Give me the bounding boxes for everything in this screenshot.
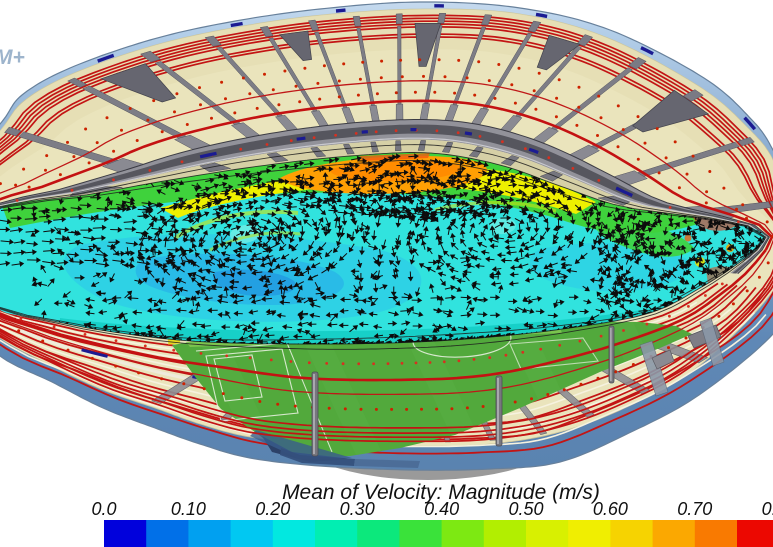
svg-text:M+: M+ xyxy=(0,46,25,69)
svg-text:0.20: 0.20 xyxy=(255,499,290,519)
svg-text:0.50: 0.50 xyxy=(508,499,543,519)
svg-text:Mean of Velocity: Magnitude (m: Mean of Velocity: Magnitude (m/s) xyxy=(282,481,600,504)
svg-text:0.40: 0.40 xyxy=(424,499,459,519)
svg-text:0.70: 0.70 xyxy=(677,499,712,519)
svg-text:0.0: 0.0 xyxy=(91,499,116,519)
svg-text:0.60: 0.60 xyxy=(593,499,628,519)
svg-text:0.80: 0.80 xyxy=(762,499,773,519)
svg-text:0.30: 0.30 xyxy=(340,499,375,519)
svg-text:0.10: 0.10 xyxy=(171,499,206,519)
